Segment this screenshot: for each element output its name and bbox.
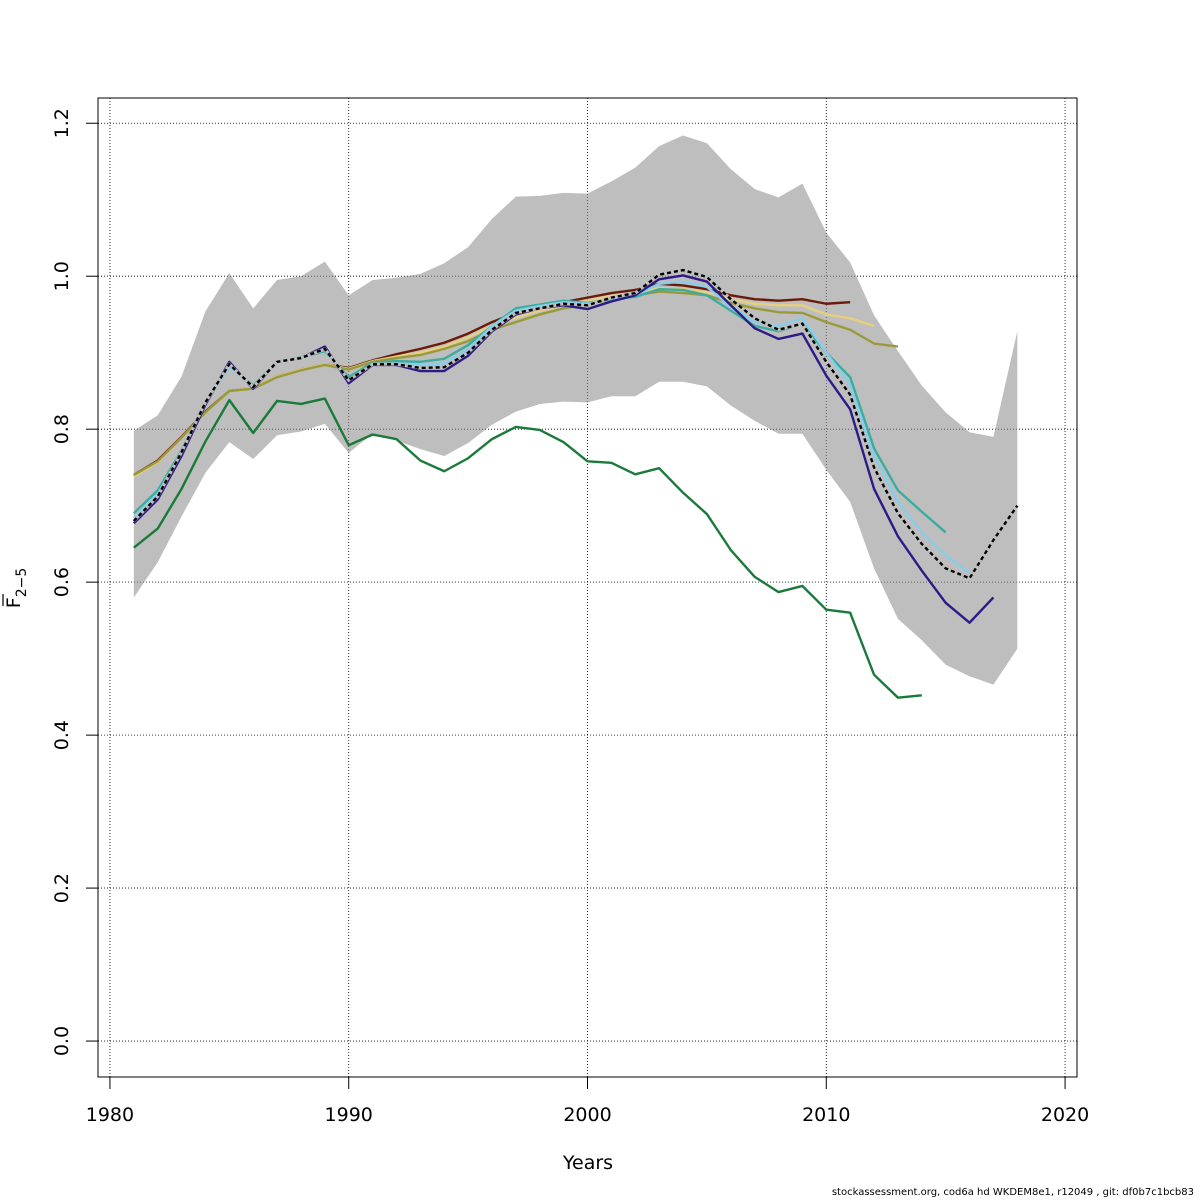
y-tick-label-5: 1.0 [51,261,73,291]
y-axis: 0.0 0.2 0.4 0.6 0.8 1.0 1.2 [51,108,98,1056]
series-retro-2014 [133,397,922,699]
x-axis-title: Years [562,1152,613,1174]
x-tick-label-2: 2000 [563,1104,611,1126]
y-tick-label-group-5: 1.0 [51,261,73,291]
confidence-band-layer [133,135,1018,685]
x-tick-label-0: 1980 [86,1104,134,1126]
y-axis-title-sub: 2−5 [14,568,30,598]
x-tick-label-3: 2010 [802,1104,850,1126]
confidence-band [133,135,1018,685]
y-tick-label-2: 0.4 [51,720,73,750]
footer-credit: stockassessment.org, cod6a hd WKDEM8e1, … [831,1187,1194,1198]
x-tick-label-4: 2020 [1041,1104,1089,1126]
y-tick-label-group-1: 0.2 [51,873,73,903]
y-tick-label-group-6: 1.2 [51,108,73,138]
series-layer [132,268,1019,699]
y-tick-label-group-3: 0.6 [51,567,73,597]
y-tick-label-1: 0.2 [51,873,73,903]
y-tick-label-4: 0.8 [51,414,73,444]
y-tick-label-0: 0.0 [51,1026,73,1056]
y-axis-title-text: F2−5 [3,568,30,608]
x-axis: 1980 1990 2000 2010 2020 [86,1077,1089,1126]
y-axis-title: F2−5 [2,568,30,608]
y-tick-label-3: 0.6 [51,567,73,597]
grid-over [98,98,1077,1077]
y-tick-label-group-2: 0.4 [51,720,73,750]
series-retro-2013 [133,290,899,477]
y-tick-label-6: 1.2 [51,108,73,138]
y-tick-label-group-0: 0.0 [51,1026,73,1056]
series-base-run [132,268,1019,580]
y-tick-label-group-4: 0.8 [51,414,73,444]
y-axis-title-main: F [3,597,25,608]
x-tick-label-1: 1990 [325,1104,373,1126]
